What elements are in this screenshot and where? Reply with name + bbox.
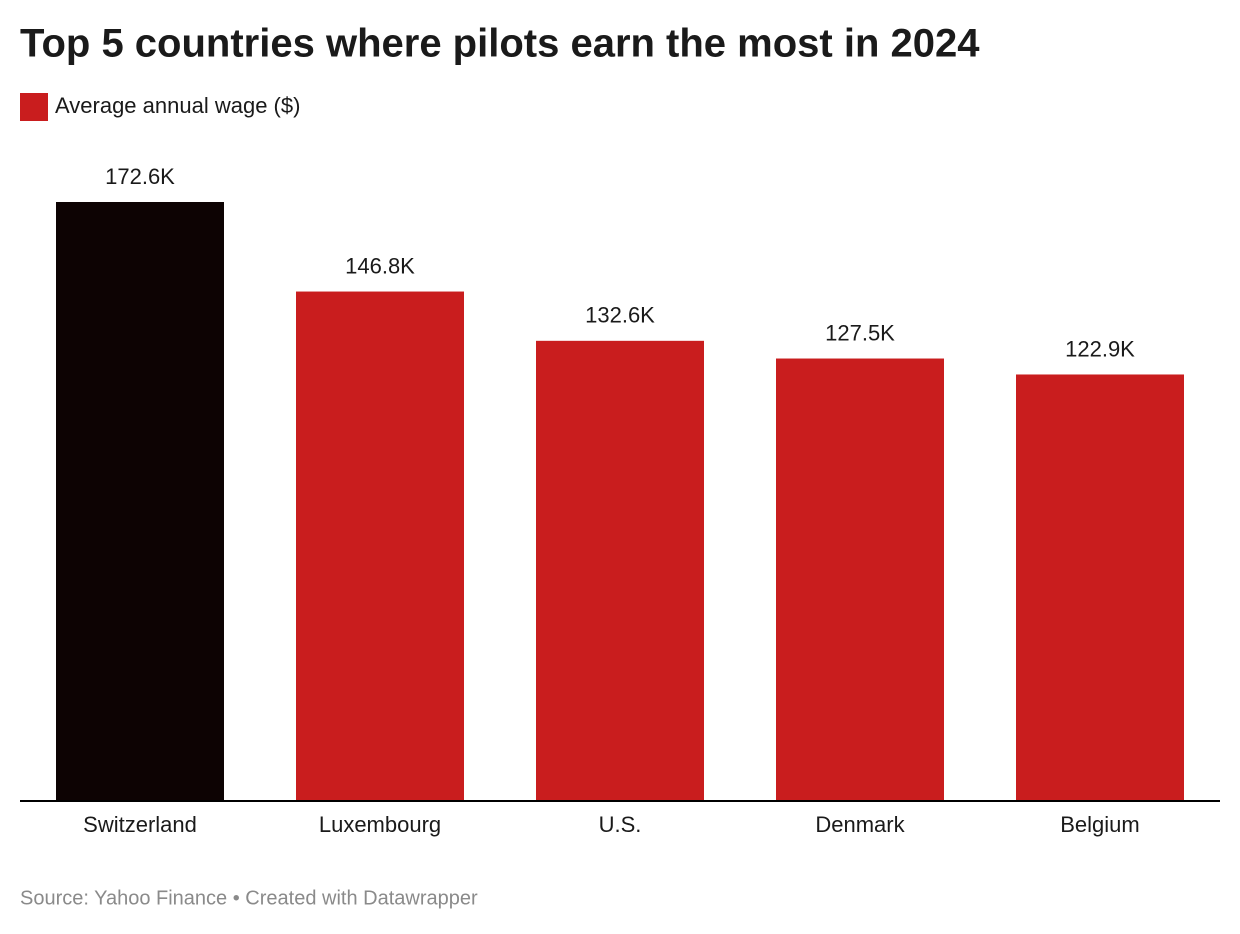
x-tick-label: Denmark <box>815 812 905 837</box>
bar <box>296 291 464 801</box>
value-label: 122.9K <box>1065 336 1135 361</box>
value-label: 127.5K <box>825 320 895 345</box>
bar <box>1016 374 1184 801</box>
x-tick-label: Luxembourg <box>319 812 441 837</box>
x-tick-label: U.S. <box>599 812 642 837</box>
bar <box>776 358 944 801</box>
source: Source: Yahoo Finance • Created with Dat… <box>20 887 478 909</box>
value-label: 132.6K <box>585 303 655 328</box>
bar <box>536 340 704 801</box>
bar <box>56 202 224 801</box>
x-tick-label: Belgium <box>1060 812 1139 837</box>
legend-label: Average annual wage ($) <box>55 93 300 118</box>
value-label: 172.6K <box>105 164 175 189</box>
chart-title: Top 5 countries where pilots earn the mo… <box>20 22 980 66</box>
value-label: 146.8K <box>345 253 415 278</box>
x-tick-label: Switzerland <box>83 812 197 837</box>
legend-swatch <box>20 93 48 121</box>
